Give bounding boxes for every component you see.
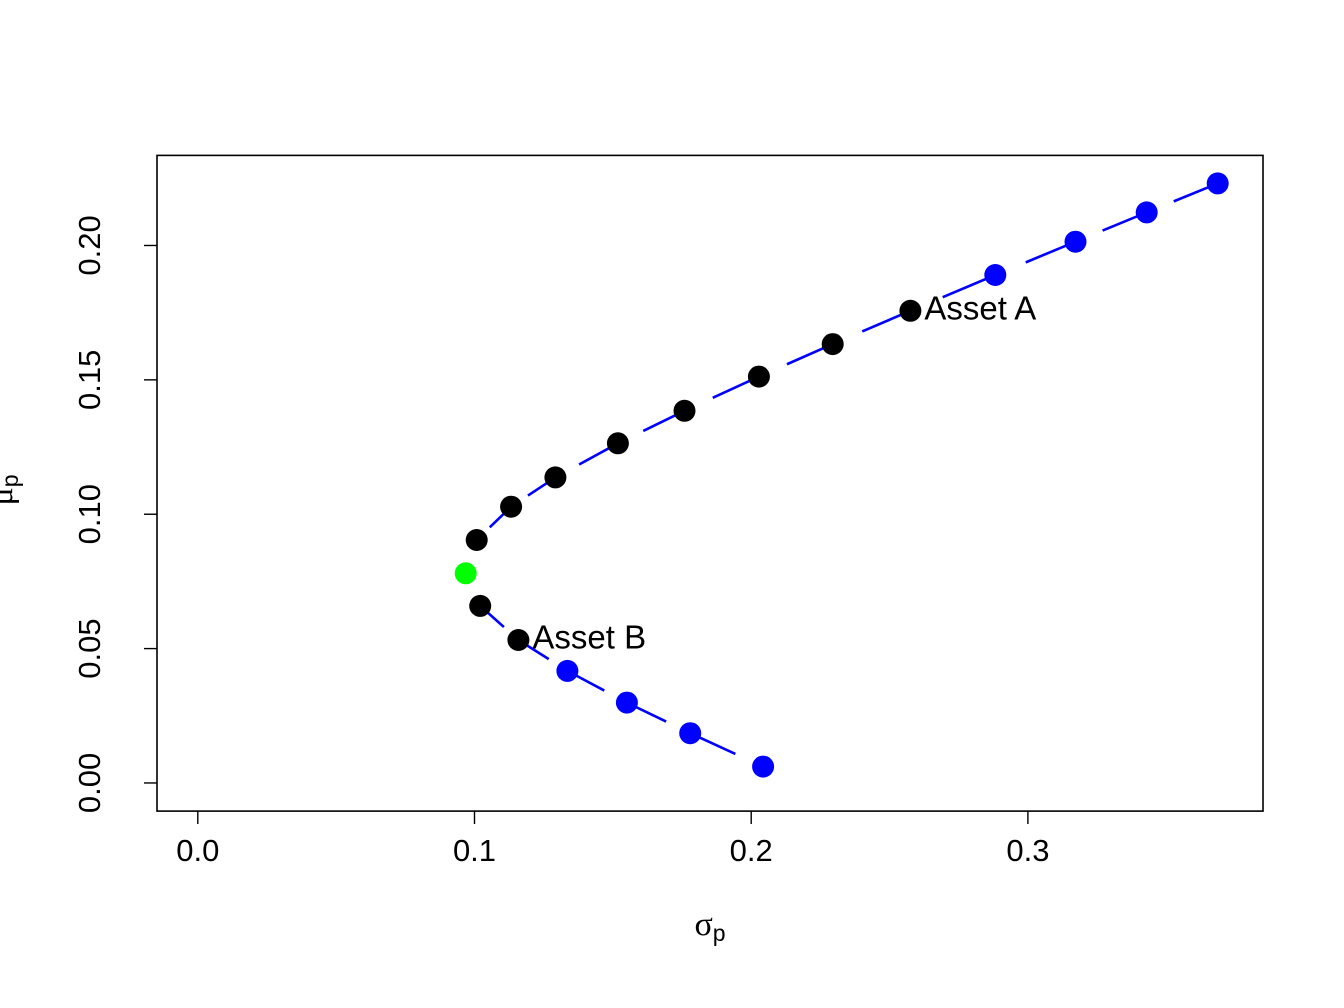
svg-text:0.2: 0.2 [730, 833, 773, 868]
svg-text:0.1: 0.1 [453, 833, 496, 868]
svg-text:0.3: 0.3 [1006, 833, 1049, 868]
svg-text:0.10: 0.10 [72, 484, 107, 544]
svg-text:0.20: 0.20 [72, 215, 107, 275]
svg-text:Asset A: Asset A [924, 290, 1036, 327]
svg-text:0.0: 0.0 [176, 833, 219, 868]
svg-text:Asset B: Asset B [532, 619, 646, 656]
svg-text:0.15: 0.15 [72, 350, 107, 410]
svg-text:μp: μp [0, 474, 23, 505]
svg-text:0.05: 0.05 [72, 618, 107, 678]
svg-text:0.00: 0.00 [72, 753, 107, 813]
